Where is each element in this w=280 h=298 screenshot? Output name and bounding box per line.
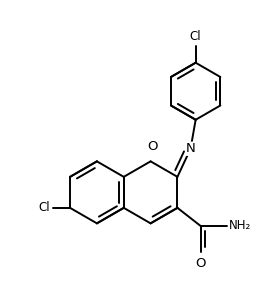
Text: NH₂: NH₂ <box>229 220 251 232</box>
Text: O: O <box>147 140 157 153</box>
Text: O: O <box>195 257 206 270</box>
Text: Cl: Cl <box>38 201 50 214</box>
Text: Cl: Cl <box>190 30 202 43</box>
Text: N: N <box>186 142 195 155</box>
